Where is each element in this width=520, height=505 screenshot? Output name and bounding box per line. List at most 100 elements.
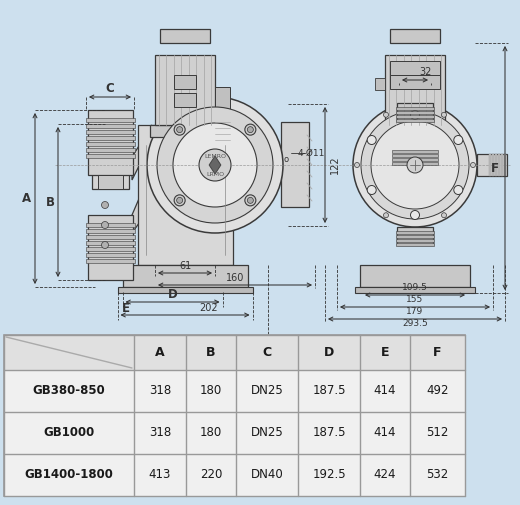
Text: 414: 414 (374, 427, 396, 439)
Text: 32: 32 (419, 67, 431, 77)
Bar (86, 259, 135, 263)
Polygon shape (209, 156, 221, 174)
Bar (98, 175, 123, 189)
Bar (123, 265, 248, 287)
Bar (174, 93, 196, 107)
Bar (489, 154, 491, 176)
Text: C: C (106, 82, 114, 95)
Text: o: o (283, 156, 289, 165)
Bar (215, 87, 230, 117)
Text: DN40: DN40 (251, 469, 283, 481)
Bar (396, 243, 434, 246)
Text: 187.5: 187.5 (312, 384, 346, 397)
Bar (137, 125, 232, 265)
Text: GB380-850: GB380-850 (33, 384, 106, 397)
Text: 4-Ø11: 4-Ø11 (297, 148, 324, 158)
Bar (390, 75, 440, 89)
Circle shape (353, 103, 477, 227)
Bar (393, 145, 437, 165)
Text: B: B (46, 195, 55, 209)
Bar (390, 61, 440, 75)
Bar (86, 136, 135, 140)
Circle shape (177, 127, 183, 133)
Text: DN25: DN25 (251, 427, 283, 439)
Bar (160, 29, 210, 43)
Text: A: A (155, 346, 165, 359)
Circle shape (441, 112, 447, 117)
Bar (88, 110, 133, 175)
Text: 192.5: 192.5 (312, 469, 346, 481)
Bar (86, 253, 135, 257)
Bar (86, 241, 135, 245)
Text: D: D (324, 346, 334, 359)
Circle shape (367, 135, 376, 144)
Bar (392, 158, 438, 161)
Bar (504, 154, 506, 176)
Text: B: B (206, 346, 216, 359)
Polygon shape (132, 125, 152, 180)
Text: 179: 179 (406, 307, 424, 316)
Circle shape (248, 197, 253, 204)
Bar (86, 142, 135, 146)
Circle shape (384, 112, 388, 117)
Text: 492: 492 (426, 384, 449, 397)
Text: F: F (433, 346, 442, 359)
Bar (397, 103, 433, 121)
Text: C: C (263, 346, 271, 359)
Bar (396, 107, 434, 110)
Circle shape (471, 163, 475, 168)
Bar (86, 247, 135, 251)
Circle shape (245, 124, 256, 135)
Circle shape (101, 201, 109, 209)
Circle shape (454, 185, 463, 194)
Circle shape (173, 123, 257, 207)
Circle shape (355, 163, 359, 168)
Text: 202: 202 (199, 303, 218, 313)
Bar (86, 154, 135, 158)
Bar (390, 29, 440, 43)
Circle shape (177, 197, 183, 204)
Text: DN25: DN25 (251, 384, 283, 397)
Text: F: F (491, 162, 499, 175)
Bar (0, 0, 520, 330)
Circle shape (199, 149, 231, 181)
Bar (385, 55, 445, 125)
Bar (380, 125, 450, 137)
Circle shape (410, 111, 420, 120)
Bar (150, 125, 220, 137)
Bar (118, 287, 253, 293)
Text: 318: 318 (149, 384, 171, 397)
Circle shape (174, 124, 185, 135)
Bar (88, 215, 133, 280)
Text: 180: 180 (200, 384, 222, 397)
Text: 414: 414 (374, 384, 396, 397)
Bar (92, 154, 129, 189)
Bar (86, 229, 135, 233)
Text: 293.5: 293.5 (402, 319, 428, 328)
Bar (392, 162, 438, 165)
Bar (392, 150, 438, 153)
Bar (396, 115, 434, 118)
Bar (86, 223, 135, 227)
Bar (175, 137, 195, 145)
Text: 220: 220 (200, 469, 222, 481)
Circle shape (454, 135, 463, 144)
Bar (86, 148, 135, 152)
Text: E: E (381, 346, 389, 359)
Circle shape (367, 185, 376, 194)
Circle shape (384, 213, 388, 218)
Circle shape (101, 222, 109, 228)
Text: 187.5: 187.5 (312, 427, 346, 439)
Text: GB1400-1800: GB1400-1800 (24, 469, 113, 481)
Bar (4, 412, 465, 454)
Circle shape (147, 97, 283, 233)
Text: 155: 155 (406, 294, 424, 304)
Text: 512: 512 (426, 427, 449, 439)
Text: 413: 413 (149, 469, 171, 481)
Circle shape (157, 107, 273, 223)
Bar (4, 454, 465, 496)
Text: 424: 424 (374, 469, 396, 481)
Bar (4, 370, 465, 412)
Circle shape (174, 195, 185, 206)
Text: 532: 532 (426, 469, 449, 481)
